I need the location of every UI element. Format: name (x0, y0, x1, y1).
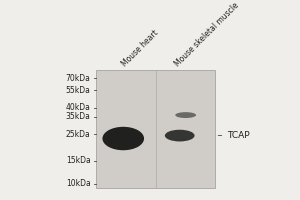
Ellipse shape (175, 112, 196, 118)
Bar (97, 70, 215, 188)
Text: 25kDa: 25kDa (66, 130, 91, 139)
Text: 40kDa: 40kDa (66, 103, 91, 112)
Text: TCAP: TCAP (218, 131, 250, 140)
Ellipse shape (102, 127, 144, 150)
Text: 35kDa: 35kDa (66, 112, 91, 121)
Text: 10kDa: 10kDa (66, 179, 91, 188)
Text: 15kDa: 15kDa (66, 156, 91, 165)
Ellipse shape (165, 130, 195, 141)
Text: 55kDa: 55kDa (66, 86, 91, 95)
Text: Mouse skeletal muscle: Mouse skeletal muscle (173, 1, 241, 68)
Text: Mouse heart: Mouse heart (120, 28, 160, 68)
Text: 70kDa: 70kDa (66, 74, 91, 83)
